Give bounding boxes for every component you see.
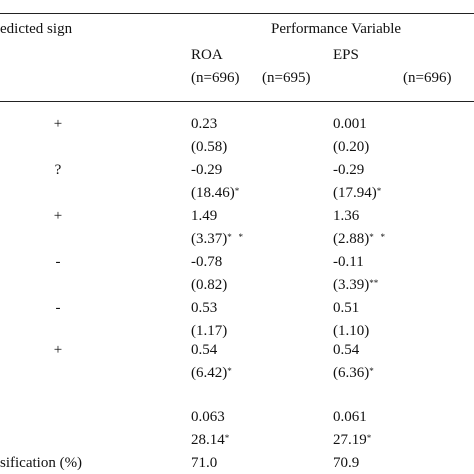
roa-statistic: (1.17) [191, 323, 228, 339]
eps-statistic: (1.10) [333, 323, 370, 339]
roa-summary-statistic: 28.14* [191, 432, 230, 448]
roa-coefficient: 0.23 [191, 116, 218, 132]
roa-statistic: (18.46)* [191, 185, 240, 201]
eps-coefficient: 0.51 [333, 300, 360, 316]
predicted-sign-cell: + [53, 116, 63, 132]
top-rule [0, 13, 474, 14]
roa-coefficient: -0.78 [191, 254, 223, 270]
predicted-sign-cell: - [55, 254, 61, 270]
predicted-sign-cell: + [53, 342, 63, 358]
roa-statistic: (6.42)* [191, 365, 232, 381]
roa-statistic: (3.37)* * [191, 231, 243, 247]
eps-summary-statistic: 27.19* [333, 432, 372, 448]
eps-statistic: (6.36)* [333, 365, 374, 381]
predicted-sign-cell: + [53, 208, 63, 224]
eps-coefficient: -0.11 [333, 254, 364, 270]
roa-summary-value: 0.063 [191, 409, 225, 425]
roa-coefficient: -0.29 [191, 162, 223, 178]
eps-statistic: (2.88)* * [333, 231, 385, 247]
n-label-roa: (n=696) [191, 70, 240, 86]
eps-statistic: (3.39)** [333, 277, 379, 293]
eps-coefficient: 0.54 [333, 342, 360, 358]
predicted-sign-cell: ? [54, 162, 62, 178]
roa-column-header: ROA [191, 47, 223, 63]
eps-coefficient: 0.001 [333, 116, 367, 132]
header-rule [0, 101, 474, 102]
predicted-sign-header: edicted sign [0, 21, 73, 37]
eps-classification-value: 70.9 [333, 455, 360, 471]
roa-statistic: (0.58) [191, 139, 228, 155]
roa-coefficient: 0.54 [191, 342, 218, 358]
eps-statistic: (0.20) [333, 139, 370, 155]
eps-coefficient: -0.29 [333, 162, 365, 178]
predicted-sign-cell: - [55, 300, 61, 316]
roa-statistic: (0.82) [191, 277, 228, 293]
eps-coefficient: 1.36 [333, 208, 360, 224]
n-label-eps: (n=695) [262, 70, 311, 86]
roa-coefficient: 0.53 [191, 300, 218, 316]
eps-statistic: (17.94)* [333, 185, 382, 201]
n-label-third: (n=696) [403, 70, 452, 86]
performance-variable-header: Performance Variable [271, 21, 402, 37]
roa-coefficient: 1.49 [191, 208, 218, 224]
roa-classification-value: 71.0 [191, 455, 218, 471]
eps-column-header: EPS [333, 47, 359, 63]
eps-summary-value: 0.061 [333, 409, 367, 425]
classification-label: sification (%) [0, 455, 83, 471]
